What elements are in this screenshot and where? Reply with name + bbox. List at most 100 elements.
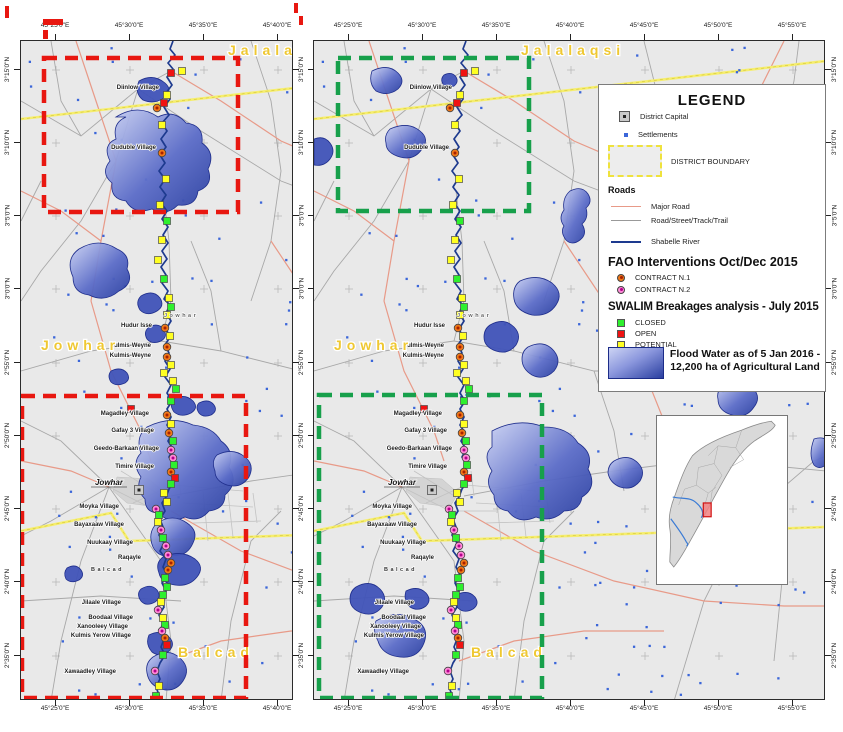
marker-potential: [453, 369, 461, 377]
lon-tick-label: 45°35'0"E: [481, 705, 511, 712]
village-label: Gafay 3 Village: [404, 428, 447, 434]
intervention-markers: [420, 67, 479, 699]
marker-closed: [160, 275, 168, 283]
lon-tick-label: 45°55'0"E: [777, 22, 807, 29]
marker-closed: [163, 217, 171, 225]
marker-open: [163, 641, 171, 649]
village-labels: Diinlow Village Duduble Village Hudur Isse…: [64, 84, 161, 676]
village-label: Gafay 3 Village: [111, 428, 154, 434]
shabelle-river: [448, 41, 469, 699]
marker-closed: [159, 534, 167, 542]
tick: [422, 34, 423, 40]
village-label: Diinlow Village: [410, 85, 453, 91]
tick: [293, 655, 299, 656]
village-label: Hudur Isse: [414, 323, 446, 329]
lon-tick-label: 45°35'0"E: [188, 705, 218, 712]
tick: [825, 655, 831, 656]
marker-potential: [456, 91, 464, 99]
tick: [293, 215, 299, 216]
legend-row-road-street: Road/Street/Track/Trail: [611, 216, 728, 225]
marker-closed: [460, 303, 468, 311]
lon-tick-label: 45°55'0"E: [777, 705, 807, 712]
marker-potential: [447, 518, 455, 526]
settlement-icon: [624, 132, 628, 137]
marker-potential: [167, 420, 175, 428]
inset-rivers: [670, 496, 704, 547]
tick: [825, 508, 831, 509]
marker-potential: [453, 489, 461, 497]
marker-potential: [460, 361, 468, 369]
tick: [293, 288, 299, 289]
tick: [570, 34, 571, 40]
tick: [293, 435, 299, 436]
marker-open: [127, 405, 135, 413]
tick: [293, 69, 299, 70]
village-label: Nuukaay Village: [87, 540, 134, 546]
district-boundary-swatch: [608, 145, 662, 177]
village-label: Magadley Village: [101, 411, 150, 417]
tick: [644, 700, 645, 706]
lon-tick-label: 45°35'0"E: [481, 22, 511, 29]
marker-potential: [451, 236, 459, 244]
lon-tick-label: 45°25'0"E: [333, 22, 363, 29]
tick: [129, 34, 130, 40]
marker-potential: [154, 518, 162, 526]
marker-potential: [169, 377, 177, 385]
legend-row-district-capital: District Capital: [619, 111, 688, 122]
open-icon: [617, 329, 625, 338]
marker-potential: [162, 175, 170, 183]
flood-water-polygons: [64, 77, 252, 691]
marker-potential: [163, 311, 171, 319]
village-label: Jilaale Village: [375, 600, 415, 606]
contract2-icon: [617, 285, 625, 294]
marker-open: [171, 474, 179, 482]
legend-row-contract1: CONTRACT N.1: [617, 273, 690, 282]
tick: [496, 34, 497, 40]
legend-row-settlements: Settlements: [621, 130, 678, 139]
district-label: Balcad: [178, 644, 254, 660]
village-label: Moyka Village: [79, 504, 119, 510]
flood-water-swatch: [608, 347, 664, 379]
tick: [308, 215, 314, 216]
tick: [55, 700, 56, 706]
major-road-icon: [611, 206, 641, 207]
marker-closed: [159, 651, 167, 659]
marker-closed: [167, 303, 175, 311]
marker-potential: [154, 256, 162, 264]
marker-closed: [453, 275, 461, 283]
lat-tick-label: 2°55'0"N: [4, 349, 12, 375]
village-label: Nuukaay Village: [380, 540, 427, 546]
marker-open: [464, 474, 472, 482]
marker-potential: [462, 377, 470, 385]
tick: [14, 362, 20, 363]
tick: [422, 700, 423, 706]
lon-tick-label: 45°30'0"E: [407, 705, 437, 712]
lon-tick-label: 45°40'0"E: [555, 22, 585, 29]
district-label: Jalalaqsi: [521, 42, 625, 58]
lat-tick-label: 3°15'0"N: [4, 56, 12, 82]
village-label: Kulmis-Weyne: [110, 353, 152, 359]
district-boundary-lines: [314, 59, 824, 543]
lat-tick-label: 2°40'0"N: [4, 568, 12, 594]
village-label: Diinlow Village: [117, 85, 160, 91]
marker-closed: [167, 480, 175, 488]
marker-closed: [456, 583, 464, 591]
aoi-dashed-box-left: [21, 393, 249, 699]
marker-closed: [465, 385, 473, 393]
village-label: Kulmis-Weyne: [403, 353, 445, 359]
tick: [14, 142, 20, 143]
marker-potential: [158, 121, 166, 129]
marker-potential: [160, 369, 168, 377]
tick: [293, 142, 299, 143]
lon-tick-label: 45°25'0"E: [40, 705, 70, 712]
lat-tick-label: 2°45'0"N: [4, 495, 12, 521]
marker-closed: [167, 397, 175, 405]
marker-potential: [455, 175, 463, 183]
tick: [348, 34, 349, 40]
legend-row-major-road: Major Road: [611, 202, 690, 211]
lon-tick-label: 45°45'0"E: [629, 22, 659, 29]
marker-closed: [169, 437, 177, 445]
marker-closed: [452, 651, 460, 659]
village-label: Bayaxaaw Village: [367, 522, 418, 528]
marker-potential: [458, 294, 466, 302]
